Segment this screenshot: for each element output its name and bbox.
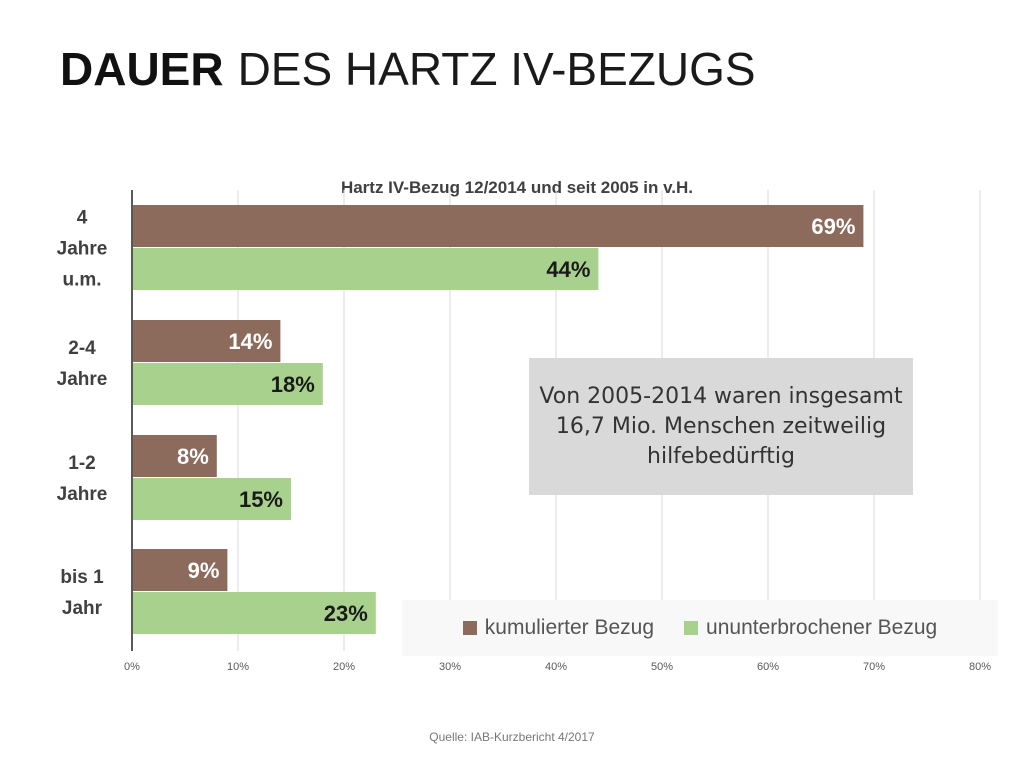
x-tick-label: 10%	[227, 661, 249, 673]
x-tick-label: 50%	[651, 661, 673, 673]
chart-title: Hartz IV-Bezug 12/2014 und seit 2005 in …	[341, 178, 693, 197]
category-label: 2-4	[68, 338, 96, 359]
bar-ununterbrochen-2	[133, 478, 291, 520]
category-label: Jahre	[57, 484, 108, 505]
data-label: 69%	[811, 214, 855, 239]
category-label: bis 1	[60, 567, 104, 588]
bar-kumuliert-0	[133, 205, 864, 247]
category-label: Jahre	[57, 239, 108, 260]
bar-kumuliert-2	[133, 435, 217, 477]
x-tick-label: 30%	[439, 661, 461, 673]
chart-legend: kumulierter Bezug ununterbrochener Bezug	[402, 600, 998, 656]
slide-title-rest: DES HARTZ IV-BEZUGS	[237, 43, 756, 95]
category-label: 1-2	[68, 453, 95, 474]
legend-label-ununterbrochen: ununterbrochener Bezug	[706, 616, 938, 639]
info-callout: Von 2005-2014 waren insgesamt 16,7 Mio. …	[529, 358, 913, 495]
legend-swatch-ununterbrochen	[684, 621, 699, 635]
slide-title-bold: DAUER	[60, 43, 224, 95]
bar-ununterbrochen-3	[133, 592, 376, 634]
category-label: u.m.	[62, 270, 101, 291]
data-label: 14%	[228, 329, 272, 354]
source-note: Quelle: IAB-Kurzbericht 4/2017	[429, 730, 595, 744]
data-label: 8%	[177, 444, 209, 469]
callout-text: Von 2005-2014 waren insgesamt 16,7 Mio. …	[539, 383, 903, 469]
category-label: Jahre	[57, 369, 108, 390]
data-label: 23%	[324, 601, 368, 626]
slide-title: DAUER DES HARTZ IV-BEZUGS	[60, 46, 756, 92]
x-tick-label: 60%	[757, 661, 779, 673]
bar-kumuliert-1	[133, 320, 281, 362]
x-tick-label: 40%	[545, 661, 567, 673]
bar-ununterbrochen-0	[133, 248, 599, 290]
x-tick-label: 80%	[969, 661, 991, 673]
x-tick-label: 70%	[863, 661, 885, 673]
bar-ununterbrochen-1	[133, 363, 323, 405]
x-tick-label: 20%	[333, 661, 355, 673]
data-label: 15%	[239, 487, 283, 512]
legend-label-kumuliert: kumulierter Bezug	[484, 616, 655, 639]
x-tick-label: 0%	[124, 661, 140, 673]
data-label: 18%	[271, 372, 315, 397]
category-label: 4	[77, 208, 88, 229]
legend-item-ununterbrochen: ununterbrochener Bezug	[684, 616, 937, 640]
data-label: 9%	[188, 558, 220, 583]
bar-kumuliert-3	[133, 549, 228, 591]
legend-swatch-kumuliert	[462, 621, 477, 635]
legend-item-kumuliert: kumulierter Bezug	[462, 616, 655, 640]
data-label: 44%	[546, 257, 590, 282]
category-label: Jahr	[62, 598, 103, 619]
